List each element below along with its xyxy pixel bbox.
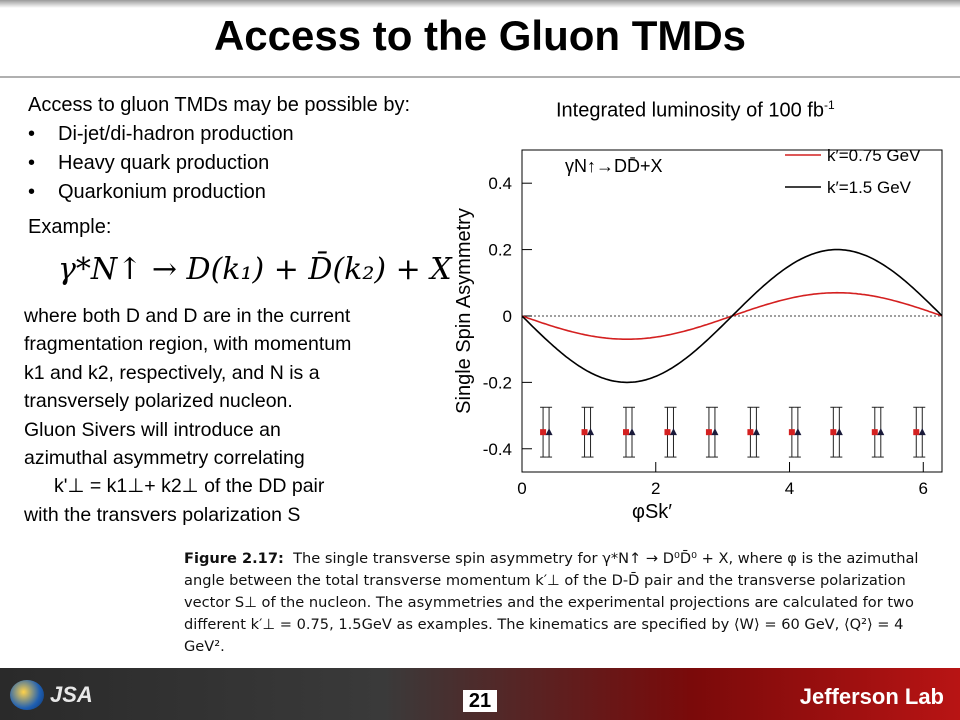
body-line: transversely polarized nucleon. — [24, 390, 293, 413]
body-line: k'⊥ = k1⊥+ k2⊥ of the DD pair — [54, 475, 325, 498]
projection-point — [623, 429, 630, 436]
body-text: where both D and D are in the current fr… — [24, 302, 444, 529]
projection-point — [871, 429, 878, 436]
projection-point — [913, 429, 920, 436]
bullet-text: Heavy quark production — [58, 152, 270, 174]
caption-text: The single transverse spin asymmetry for… — [184, 550, 919, 655]
projection-point — [587, 428, 595, 436]
y-tick-label: 0.2 — [488, 241, 512, 260]
jefferson-lab-logo: Jefferson Lab — [799, 684, 944, 709]
bullet-text: Di-jet/di-hadron production — [58, 123, 294, 145]
projection-point — [669, 428, 677, 436]
y-tick-label: 0 — [503, 307, 512, 326]
bullet-dot: • — [28, 123, 36, 145]
legend-label: k′=1.5 GeV — [827, 178, 912, 197]
body-line: where both D and D are in the current — [24, 305, 351, 327]
x-tick-label: 6 — [919, 479, 928, 498]
body-line: fragmentation region, with momentum — [24, 333, 352, 356]
plot-frame — [521, 149, 943, 473]
title-bar — [0, 0, 960, 78]
projection-point — [664, 429, 671, 436]
institution-seal-logo — [10, 680, 44, 710]
body-line: Gluon Sivers will introduce an — [24, 418, 281, 441]
luminosity-label: Integrated luminosity of 100 fb-1 — [556, 98, 835, 123]
projection-point — [877, 428, 885, 436]
y-tick-label: -0.4 — [483, 440, 512, 459]
body-line: k1 and k2, respectively, and N is a — [24, 361, 320, 384]
projection-point — [628, 428, 636, 436]
figure-caption: Figure 2.17: The single transverse spin … — [184, 548, 934, 658]
bullet-item: • Di-jet/di-hadron production — [28, 120, 294, 149]
x-axis-label: φSk′ — [632, 501, 672, 523]
projection-point — [711, 428, 719, 436]
projection-point — [794, 428, 802, 436]
luminosity-exponent: -1 — [823, 98, 835, 112]
example-label: Example: — [28, 216, 112, 238]
projection-point — [540, 429, 547, 436]
bullet-list: • Di-jet/di-hadron production • Heavy quar… — [28, 120, 294, 207]
reaction-formula: γ*N↑ → D(k₁) + D̄(k₂) + X — [58, 252, 452, 287]
bullet-dot: • — [28, 181, 36, 203]
projection-point — [705, 429, 712, 436]
y-tick-label: -0.2 — [483, 373, 512, 392]
x-tick-label: 2 — [651, 479, 660, 498]
y-tick-label: 0.4 — [488, 174, 512, 193]
page-number-text: 21 — [462, 690, 498, 712]
asymmetry-chart: -0.4 -0.2 0 0.2 0.4 0 2 4 6 k′=0.75 GeV k′=1.5 GeV… — [453, 146, 943, 523]
bullet-text: Quarkonium production — [58, 181, 266, 203]
projection-point — [918, 428, 926, 436]
legend-label: k′=0.75 GeV — [827, 146, 921, 165]
intro-text: Access to gluon TMDs may be possible by: — [28, 94, 411, 116]
body-line: with the transvers polarization S — [24, 503, 301, 526]
bullet-item: • Heavy quark production — [28, 149, 294, 178]
bullet-item: • Quarkonium production — [28, 178, 294, 207]
projection-point — [788, 429, 795, 436]
projection-point — [581, 429, 588, 436]
page-number: 21 — [0, 690, 960, 713]
y-axis-label: Single Spin Asymmetry — [453, 208, 475, 414]
body-line: azimuthal asymmetry correlating — [24, 447, 305, 470]
x-tick-label: 4 — [785, 479, 794, 498]
caption-label: Figure 2.17: — [184, 550, 284, 567]
projection-point — [835, 428, 843, 436]
jsa-logo: JSA — [50, 682, 93, 707]
series-line — [521, 248, 943, 384]
projection-point — [830, 429, 837, 436]
projection-point — [545, 428, 553, 436]
projection-point — [752, 428, 760, 436]
luminosity-text: Integrated luminosity of 100 fb — [556, 99, 824, 122]
x-tick-label: 0 — [517, 479, 526, 498]
slide-title: Access to the Gluon TMDs — [213, 12, 747, 59]
projection-point — [747, 429, 754, 436]
bullet-dot: • — [28, 152, 36, 174]
reaction-annotation: γN↑→DD̄+X — [565, 156, 663, 176]
